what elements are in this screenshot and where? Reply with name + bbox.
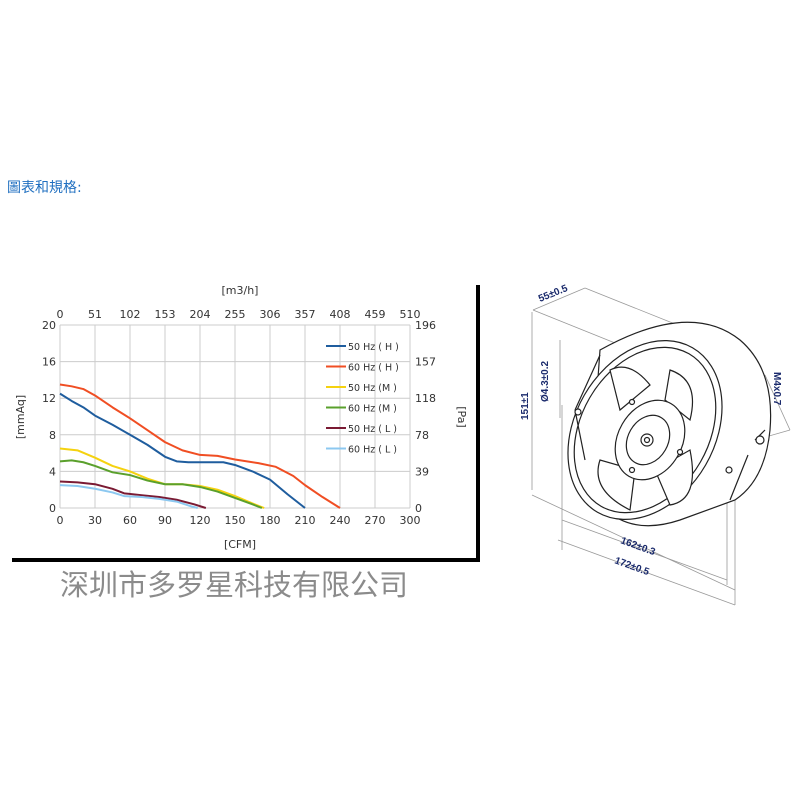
fan-body: [567, 321, 772, 527]
x-tick-label: 180: [260, 514, 281, 527]
y2-axis-label: [Pa]: [455, 406, 468, 427]
y-tick-label: 8: [49, 429, 56, 442]
series-line: [59, 383, 341, 509]
chart-series: [59, 383, 341, 509]
y2-tick-label: 196: [415, 319, 436, 332]
dim-thread: M4x0.7: [771, 372, 782, 406]
y2-tick-label: 157: [415, 356, 436, 369]
legend-label: 60 Hz (M ): [348, 404, 397, 415]
chart-legend: 50 Hz ( H ) 60 Hz ( H ) 50 Hz (M ) 60 Hz (M…: [326, 342, 399, 456]
x-tick-label: 120: [190, 514, 211, 527]
x-axis-label: [CFM]: [224, 538, 256, 551]
legend-label: 50 Hz ( L ): [348, 424, 397, 435]
x2-tick-label: 153: [155, 308, 176, 321]
x-tick-label: 300: [400, 514, 421, 527]
x2-tick-label: 459: [365, 308, 386, 321]
series-line: [59, 484, 198, 509]
x-tick-label: 30: [88, 514, 102, 527]
x-tick-label: 60: [123, 514, 137, 527]
y-axis-label: [mmAq]: [14, 395, 27, 439]
x2-tick-label: 0: [57, 308, 64, 321]
x2-tick-label: 306: [260, 308, 281, 321]
y-tick-label: 12: [42, 392, 56, 405]
dim-hole-pitch: 162±0.3: [619, 535, 657, 558]
series-line: [59, 480, 207, 509]
chart-ticks: 0030516010290153120204150255180306210357…: [42, 308, 436, 527]
dimension-lines: [531, 287, 791, 606]
y2-tick-label: 0: [415, 502, 422, 515]
x2-axis-label: [m3/h]: [222, 284, 259, 297]
x2-tick-label: 357: [295, 308, 316, 321]
y2-tick-label: 39: [415, 465, 429, 478]
y-tick-label: 16: [42, 356, 56, 369]
chart-grid: [59, 324, 411, 509]
x2-tick-label: 408: [330, 308, 351, 321]
y2-tick-label: 118: [415, 392, 436, 405]
y-tick-label: 0: [49, 502, 56, 515]
x2-tick-label: 51: [88, 308, 102, 321]
y2-tick-label: 78: [415, 429, 429, 442]
x2-tick-label: 255: [225, 308, 246, 321]
y-tick-label: 4: [49, 465, 56, 478]
x-tick-label: 270: [365, 514, 386, 527]
legend-label: 60 Hz ( L ): [348, 445, 397, 456]
x-tick-label: 210: [295, 514, 316, 527]
x2-tick-label: 102: [120, 308, 141, 321]
legend-label: 50 Hz ( H ): [348, 342, 399, 353]
section-heading: 圖表和規格:: [7, 180, 82, 196]
watermark: 深圳市多罗星科技有限公司: [60, 568, 409, 602]
x-tick-label: 0: [57, 514, 64, 527]
x2-tick-label: 204: [190, 308, 211, 321]
y-tick-label: 20: [42, 319, 56, 332]
legend-label: 50 Hz (M ): [348, 383, 397, 394]
x-tick-label: 90: [158, 514, 172, 527]
x2-tick-label: 510: [400, 308, 421, 321]
dim-hole: Ø4.3±0.2: [540, 360, 551, 402]
series-line: [59, 459, 263, 509]
dim-height: 151±1: [520, 392, 531, 420]
dim-width: 172±0.5: [613, 555, 651, 578]
x-tick-label: 150: [225, 514, 246, 527]
legend-label: 60 Hz ( H ): [348, 363, 399, 374]
x-tick-label: 240: [330, 514, 351, 527]
series-line: [59, 392, 306, 509]
